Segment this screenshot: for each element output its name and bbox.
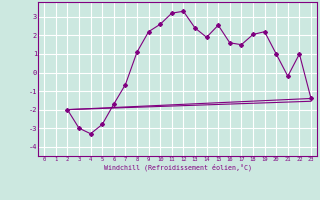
X-axis label: Windchill (Refroidissement éolien,°C): Windchill (Refroidissement éolien,°C) bbox=[104, 164, 252, 171]
